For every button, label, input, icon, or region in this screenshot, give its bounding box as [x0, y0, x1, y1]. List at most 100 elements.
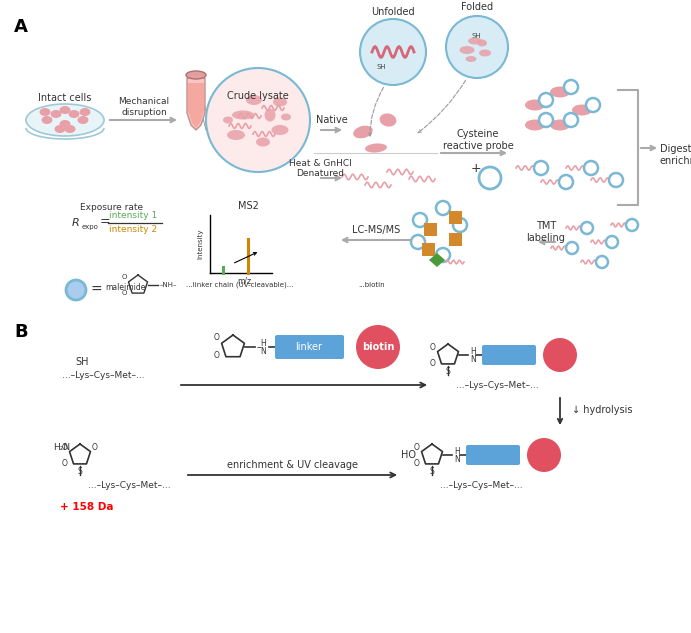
Circle shape [543, 338, 577, 372]
Ellipse shape [256, 137, 270, 146]
Text: R: R [72, 218, 79, 228]
Circle shape [356, 325, 400, 369]
Text: O: O [430, 342, 436, 351]
Text: Native: Native [316, 115, 348, 125]
Text: ↓ hydrolysis: ↓ hydrolysis [572, 405, 632, 415]
Text: Heat & GnHCl: Heat & GnHCl [289, 158, 352, 168]
Text: H: H [470, 348, 475, 356]
Text: O: O [214, 334, 220, 342]
Ellipse shape [460, 46, 475, 54]
Text: Exposure rate: Exposure rate [80, 203, 143, 213]
Circle shape [581, 222, 593, 234]
Circle shape [606, 236, 618, 248]
Text: Intensity: Intensity [197, 229, 203, 260]
Text: O: O [414, 458, 420, 468]
Text: N: N [454, 454, 460, 463]
FancyBboxPatch shape [275, 335, 344, 359]
Text: ...linker chain (UV-cleavable)...: ...linker chain (UV-cleavable)... [186, 282, 294, 288]
Polygon shape [188, 83, 204, 128]
Text: N: N [260, 346, 266, 356]
Ellipse shape [353, 126, 372, 139]
Ellipse shape [77, 116, 88, 124]
Ellipse shape [477, 39, 487, 46]
Circle shape [534, 161, 548, 175]
Text: SH: SH [75, 357, 88, 367]
Text: H: H [260, 339, 266, 349]
Ellipse shape [39, 108, 50, 116]
Text: +: + [471, 161, 482, 175]
Text: TMT
labeling: TMT labeling [527, 221, 565, 243]
Circle shape [413, 213, 427, 227]
Ellipse shape [227, 130, 245, 140]
Ellipse shape [281, 113, 291, 120]
Text: m/z: m/z [237, 277, 251, 285]
Text: Unfolded: Unfolded [371, 7, 415, 17]
Circle shape [596, 256, 608, 268]
Text: Mechanical
disruption: Mechanical disruption [118, 97, 169, 116]
Text: intensity 2: intensity 2 [109, 225, 157, 234]
Text: intensity 1: intensity 1 [109, 211, 157, 220]
Text: enrichment & UV cleavage: enrichment & UV cleavage [227, 460, 359, 470]
Ellipse shape [186, 71, 206, 79]
Text: SH: SH [471, 33, 481, 39]
Bar [424, 223, 437, 236]
Text: + 158 Da: + 158 Da [60, 502, 113, 512]
Circle shape [206, 68, 310, 172]
Text: S: S [446, 367, 451, 375]
Text: N: N [470, 354, 475, 363]
Ellipse shape [379, 113, 397, 127]
Ellipse shape [41, 116, 53, 124]
Text: ...–Lys–Cys–Met–...: ...–Lys–Cys–Met–... [62, 370, 144, 380]
Text: S: S [77, 467, 82, 475]
Ellipse shape [223, 116, 233, 123]
Text: expo: expo [82, 224, 99, 230]
Text: =: = [91, 283, 103, 297]
Text: A: A [14, 18, 28, 36]
Text: B: B [14, 323, 28, 341]
Text: S: S [430, 467, 435, 475]
Circle shape [566, 242, 578, 254]
Text: linker: linker [296, 342, 323, 352]
Text: biotin: biotin [362, 342, 394, 352]
Text: Digestion,
enrichment: Digestion, enrichment [660, 144, 691, 166]
Ellipse shape [68, 110, 79, 118]
Text: O: O [122, 274, 126, 280]
Ellipse shape [265, 108, 276, 122]
Text: HO: HO [401, 450, 416, 460]
Ellipse shape [572, 104, 592, 115]
Text: O: O [62, 442, 68, 451]
Ellipse shape [272, 125, 289, 135]
Circle shape [539, 113, 553, 127]
Text: Denatured: Denatured [296, 170, 344, 179]
Circle shape [609, 173, 623, 187]
Text: O: O [414, 442, 420, 451]
Ellipse shape [525, 120, 545, 130]
Text: MS2: MS2 [238, 201, 258, 211]
Circle shape [411, 235, 425, 249]
Polygon shape [187, 78, 205, 130]
Ellipse shape [232, 111, 254, 120]
Circle shape [584, 161, 598, 175]
Text: ...biotin: ...biotin [358, 282, 385, 288]
Bar [449, 211, 462, 224]
Circle shape [453, 218, 467, 232]
Text: –NH–: –NH– [160, 282, 178, 288]
Circle shape [479, 167, 501, 189]
Text: Cysteine
reactive probe: Cysteine reactive probe [443, 129, 513, 151]
Circle shape [527, 438, 561, 472]
Circle shape [436, 201, 450, 215]
Ellipse shape [59, 120, 70, 128]
Text: maleimide: maleimide [105, 284, 145, 292]
Text: H₂N: H₂N [53, 442, 70, 451]
Ellipse shape [365, 144, 387, 153]
Circle shape [564, 80, 578, 94]
Text: ...–Lys–Cys–Met–...: ...–Lys–Cys–Met–... [440, 480, 522, 489]
Ellipse shape [466, 56, 477, 62]
Text: =: = [100, 215, 111, 229]
Text: ...–Lys–Cys–Met–...: ...–Lys–Cys–Met–... [88, 480, 171, 489]
Ellipse shape [246, 95, 262, 105]
FancyBboxPatch shape [466, 445, 520, 465]
Circle shape [626, 219, 638, 231]
Text: H: H [454, 448, 460, 456]
Circle shape [539, 93, 553, 107]
